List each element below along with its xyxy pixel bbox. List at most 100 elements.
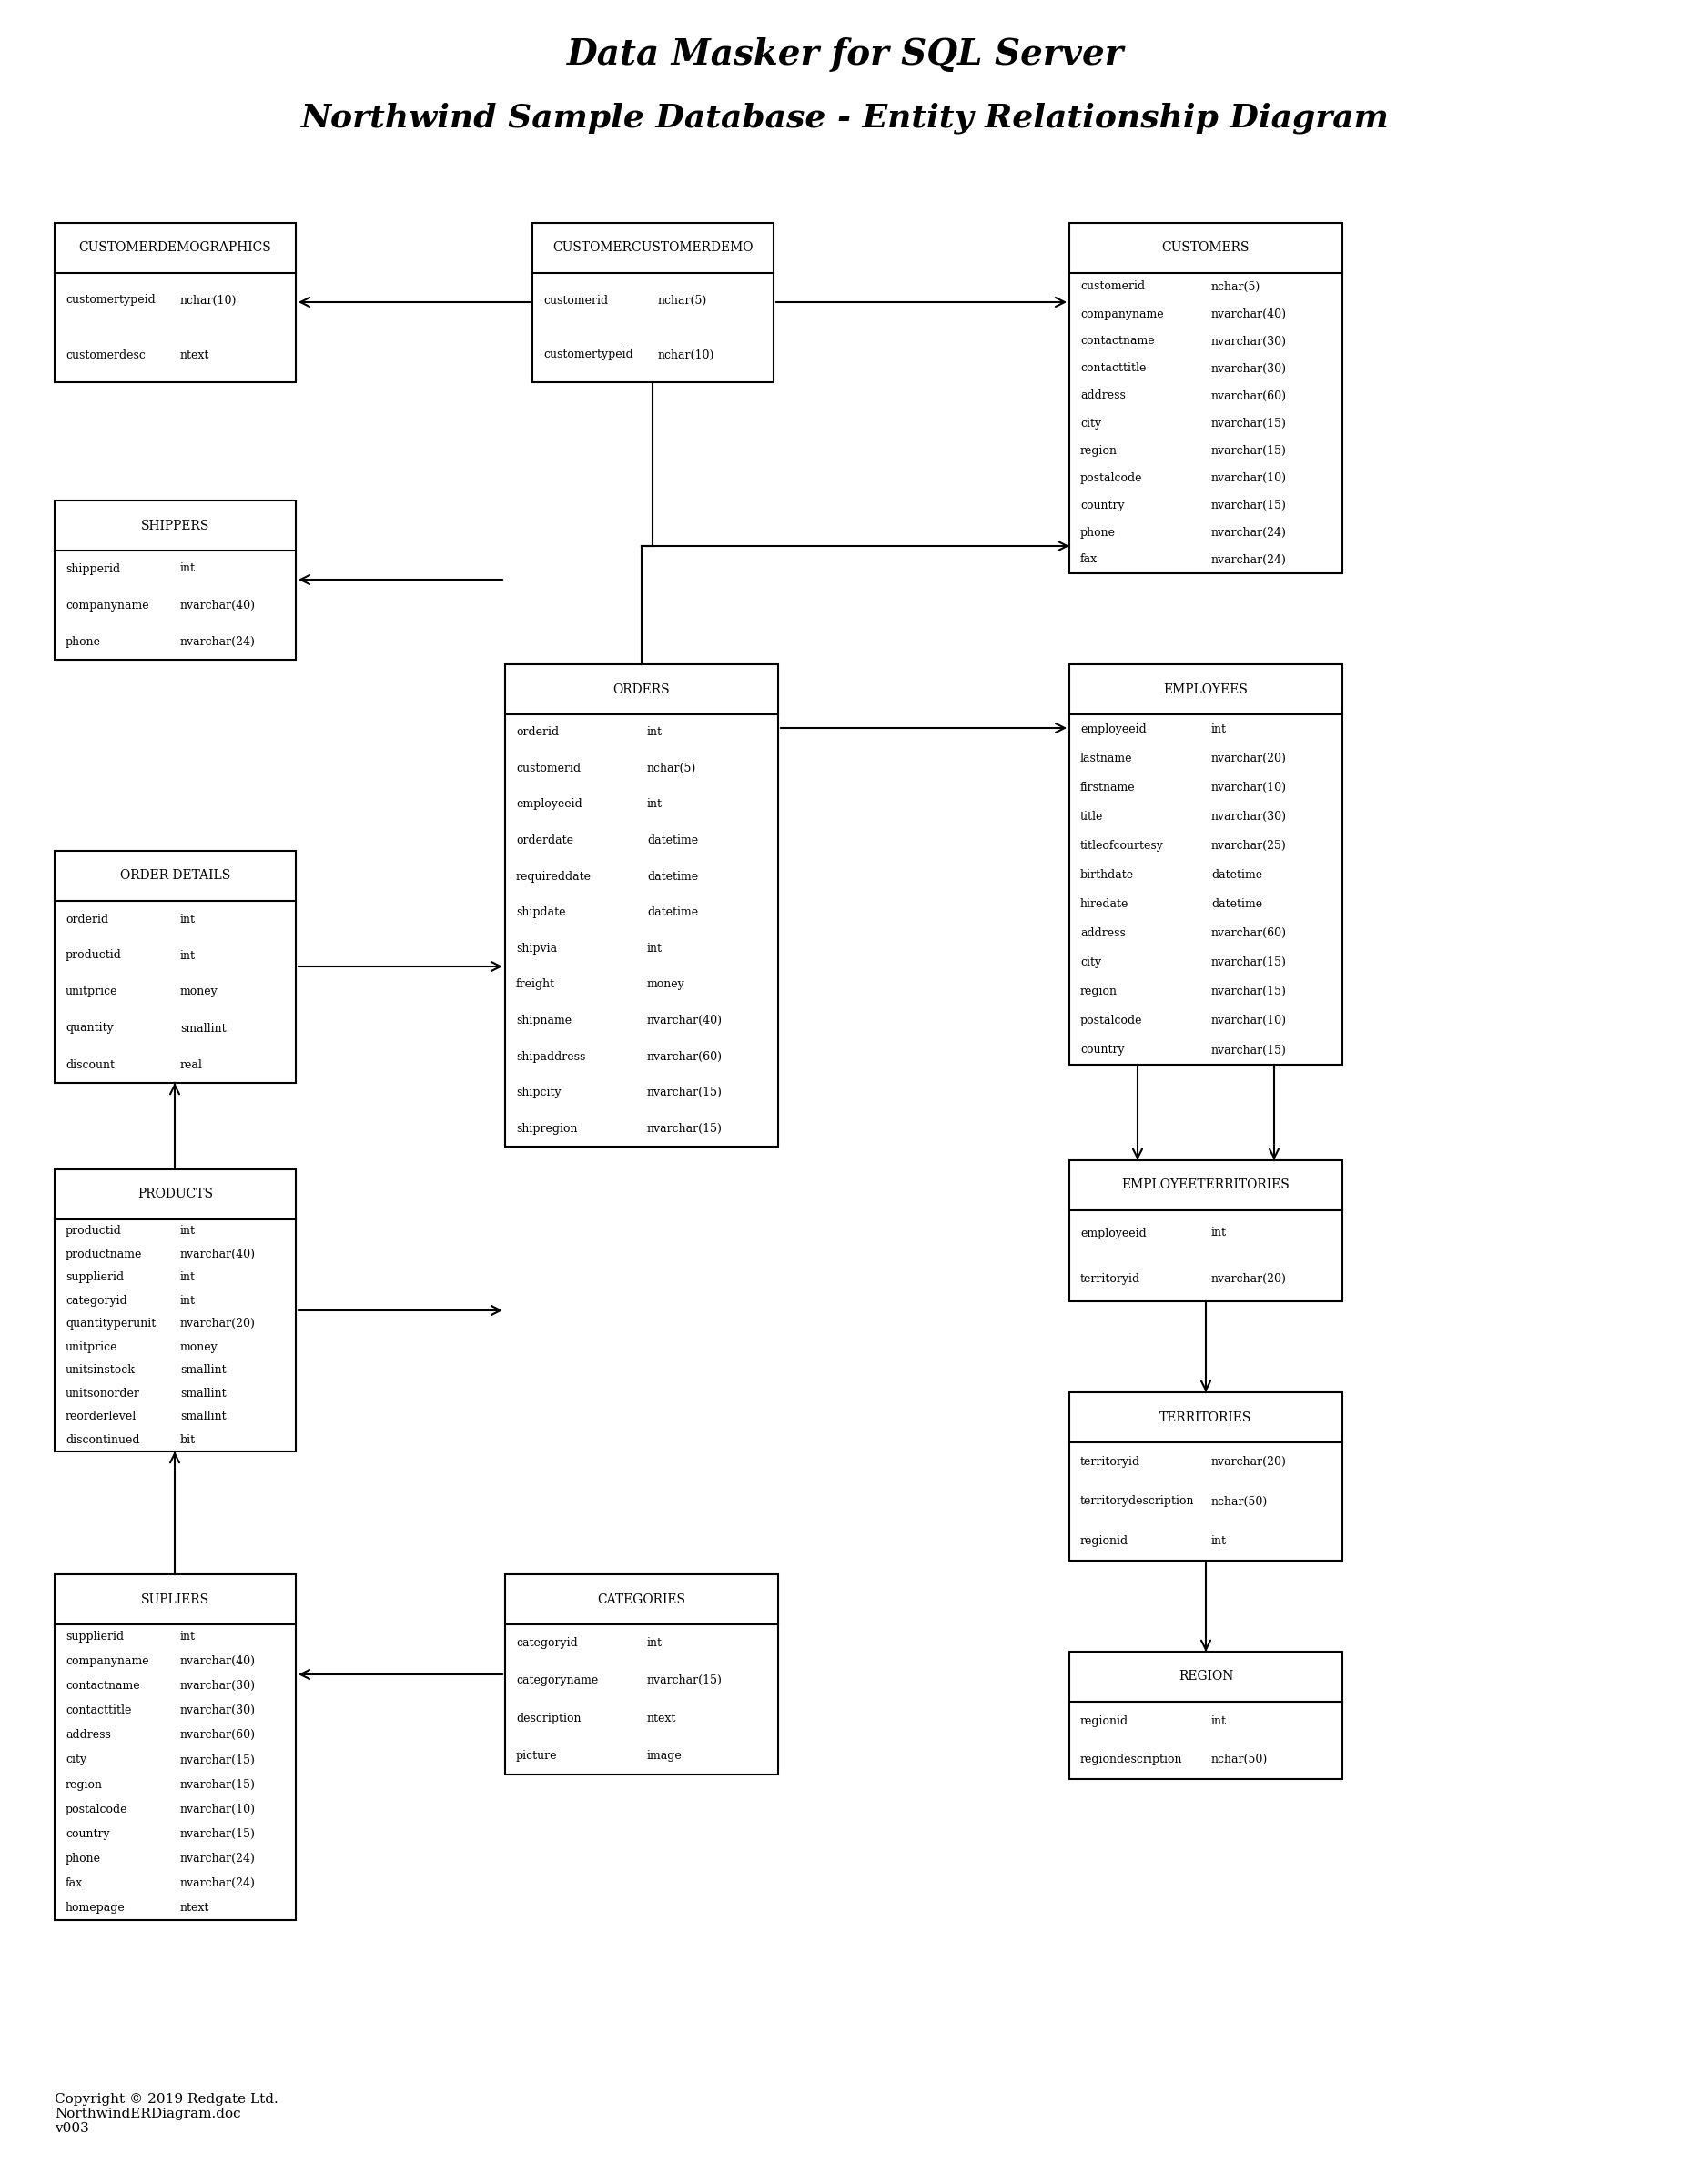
- Text: region: region: [1080, 446, 1117, 456]
- Text: picture: picture: [515, 1749, 558, 1762]
- Text: orderid: orderid: [515, 727, 559, 738]
- Bar: [1068, 1393, 1342, 1562]
- Text: nchar(5): nchar(5): [647, 762, 696, 775]
- Bar: [532, 223, 772, 382]
- Text: int: int: [179, 913, 196, 926]
- Text: shipaddress: shipaddress: [515, 1051, 585, 1061]
- Text: shipregion: shipregion: [515, 1123, 576, 1133]
- Text: REGION: REGION: [1178, 1671, 1232, 1684]
- Text: smallint: smallint: [179, 1387, 226, 1400]
- Text: nvarchar(10): nvarchar(10): [1210, 1016, 1286, 1026]
- Text: firstname: firstname: [1080, 782, 1134, 793]
- Text: int: int: [179, 950, 196, 961]
- Text: nvarchar(10): nvarchar(10): [1210, 472, 1286, 483]
- Text: EMPLOYEES: EMPLOYEES: [1163, 684, 1247, 697]
- Text: customertypeid: customertypeid: [542, 349, 632, 360]
- Text: nvarchar(60): nvarchar(60): [179, 1730, 255, 1741]
- Text: homepage: homepage: [66, 1902, 125, 1913]
- Bar: [1068, 1160, 1342, 1302]
- Text: region: region: [66, 1778, 103, 1791]
- Text: int: int: [179, 1631, 196, 1642]
- Bar: [1068, 223, 1342, 572]
- Text: shipname: shipname: [515, 1016, 571, 1026]
- Text: orderid: orderid: [66, 913, 108, 926]
- Bar: [54, 1575, 296, 1920]
- Text: nchar(50): nchar(50): [1210, 1496, 1268, 1507]
- Text: int: int: [179, 1295, 196, 1306]
- Text: companyname: companyname: [66, 598, 149, 612]
- Text: country: country: [66, 1828, 110, 1839]
- Text: postalcode: postalcode: [1080, 472, 1142, 483]
- Text: TERRITORIES: TERRITORIES: [1159, 1411, 1251, 1424]
- Text: contactname: contactname: [1080, 336, 1154, 347]
- Text: smallint: smallint: [179, 1022, 226, 1035]
- Text: supplierid: supplierid: [66, 1631, 123, 1642]
- Text: productname: productname: [66, 1249, 142, 1260]
- Text: nvarchar(15): nvarchar(15): [1210, 417, 1286, 428]
- Text: int: int: [1210, 1227, 1227, 1238]
- Text: contacttitle: contacttitle: [66, 1706, 132, 1717]
- Text: contactname: contactname: [66, 1679, 140, 1693]
- Text: ntext: ntext: [179, 1902, 210, 1913]
- Text: categoryname: categoryname: [515, 1675, 598, 1686]
- Text: int: int: [1210, 1535, 1227, 1546]
- Bar: [505, 1575, 777, 1773]
- Text: nvarchar(15): nvarchar(15): [179, 1778, 255, 1791]
- Text: unitsonorder: unitsonorder: [66, 1387, 140, 1400]
- Text: nchar(5): nchar(5): [657, 295, 706, 306]
- Text: money: money: [647, 978, 684, 989]
- Text: productid: productid: [66, 950, 122, 961]
- Text: customerid: customerid: [515, 762, 580, 775]
- Text: CUSTOMERS: CUSTOMERS: [1161, 242, 1249, 253]
- Text: image: image: [647, 1749, 683, 1762]
- Text: nvarchar(30): nvarchar(30): [179, 1679, 255, 1693]
- Text: CUSTOMERDEMOGRAPHICS: CUSTOMERDEMOGRAPHICS: [79, 242, 272, 253]
- Text: smallint: smallint: [179, 1365, 226, 1376]
- Text: territoryid: territoryid: [1080, 1457, 1139, 1468]
- Text: nvarchar(15): nvarchar(15): [1210, 1044, 1286, 1057]
- Text: territoryid: territoryid: [1080, 1273, 1139, 1284]
- Text: regiondescription: regiondescription: [1080, 1754, 1181, 1765]
- Text: hiredate: hiredate: [1080, 898, 1129, 911]
- Text: SHIPPERS: SHIPPERS: [140, 520, 210, 533]
- Text: nvarchar(20): nvarchar(20): [1210, 751, 1286, 764]
- Text: supplierid: supplierid: [66, 1271, 123, 1284]
- Bar: [505, 664, 777, 1147]
- Text: nvarchar(10): nvarchar(10): [1210, 782, 1286, 793]
- Text: regionid: regionid: [1080, 1714, 1127, 1728]
- Text: nchar(5): nchar(5): [1210, 282, 1261, 293]
- Text: nvarchar(15): nvarchar(15): [179, 1828, 255, 1839]
- Text: int: int: [179, 563, 196, 574]
- Text: categoryid: categoryid: [66, 1295, 127, 1306]
- Text: nvarchar(40): nvarchar(40): [647, 1016, 722, 1026]
- Text: shipdate: shipdate: [515, 906, 564, 919]
- Text: city: city: [1080, 957, 1100, 968]
- Text: quantity: quantity: [66, 1022, 113, 1035]
- Text: int: int: [647, 799, 662, 810]
- Text: nvarchar(20): nvarchar(20): [179, 1317, 255, 1330]
- Text: nvarchar(15): nvarchar(15): [1210, 446, 1286, 456]
- Text: nvarchar(15): nvarchar(15): [179, 1754, 255, 1767]
- Text: categoryid: categoryid: [515, 1638, 578, 1649]
- Text: nvarchar(15): nvarchar(15): [1210, 500, 1286, 511]
- Text: EMPLOYEETERRITORIES: EMPLOYEETERRITORIES: [1120, 1179, 1289, 1192]
- Text: phone: phone: [66, 636, 101, 646]
- Text: int: int: [1210, 723, 1227, 734]
- Text: nvarchar(25): nvarchar(25): [1210, 841, 1286, 852]
- Text: ntext: ntext: [647, 1712, 676, 1723]
- Text: regionid: regionid: [1080, 1535, 1127, 1546]
- Bar: [54, 1168, 296, 1452]
- Text: nvarchar(40): nvarchar(40): [179, 598, 255, 612]
- Text: address: address: [1080, 928, 1126, 939]
- Text: shipcity: shipcity: [515, 1088, 561, 1099]
- Text: unitsinstock: unitsinstock: [66, 1365, 135, 1376]
- Text: unitprice: unitprice: [66, 1341, 118, 1352]
- Text: nvarchar(30): nvarchar(30): [1210, 336, 1286, 347]
- Text: CATEGORIES: CATEGORIES: [597, 1592, 686, 1605]
- Text: titleofcourtesy: titleofcourtesy: [1080, 841, 1163, 852]
- Text: nchar(10): nchar(10): [179, 295, 237, 306]
- Text: nvarchar(15): nvarchar(15): [647, 1675, 722, 1686]
- Text: customerdesc: customerdesc: [66, 349, 145, 360]
- Text: nvarchar(60): nvarchar(60): [1210, 928, 1286, 939]
- Text: fax: fax: [1080, 555, 1097, 566]
